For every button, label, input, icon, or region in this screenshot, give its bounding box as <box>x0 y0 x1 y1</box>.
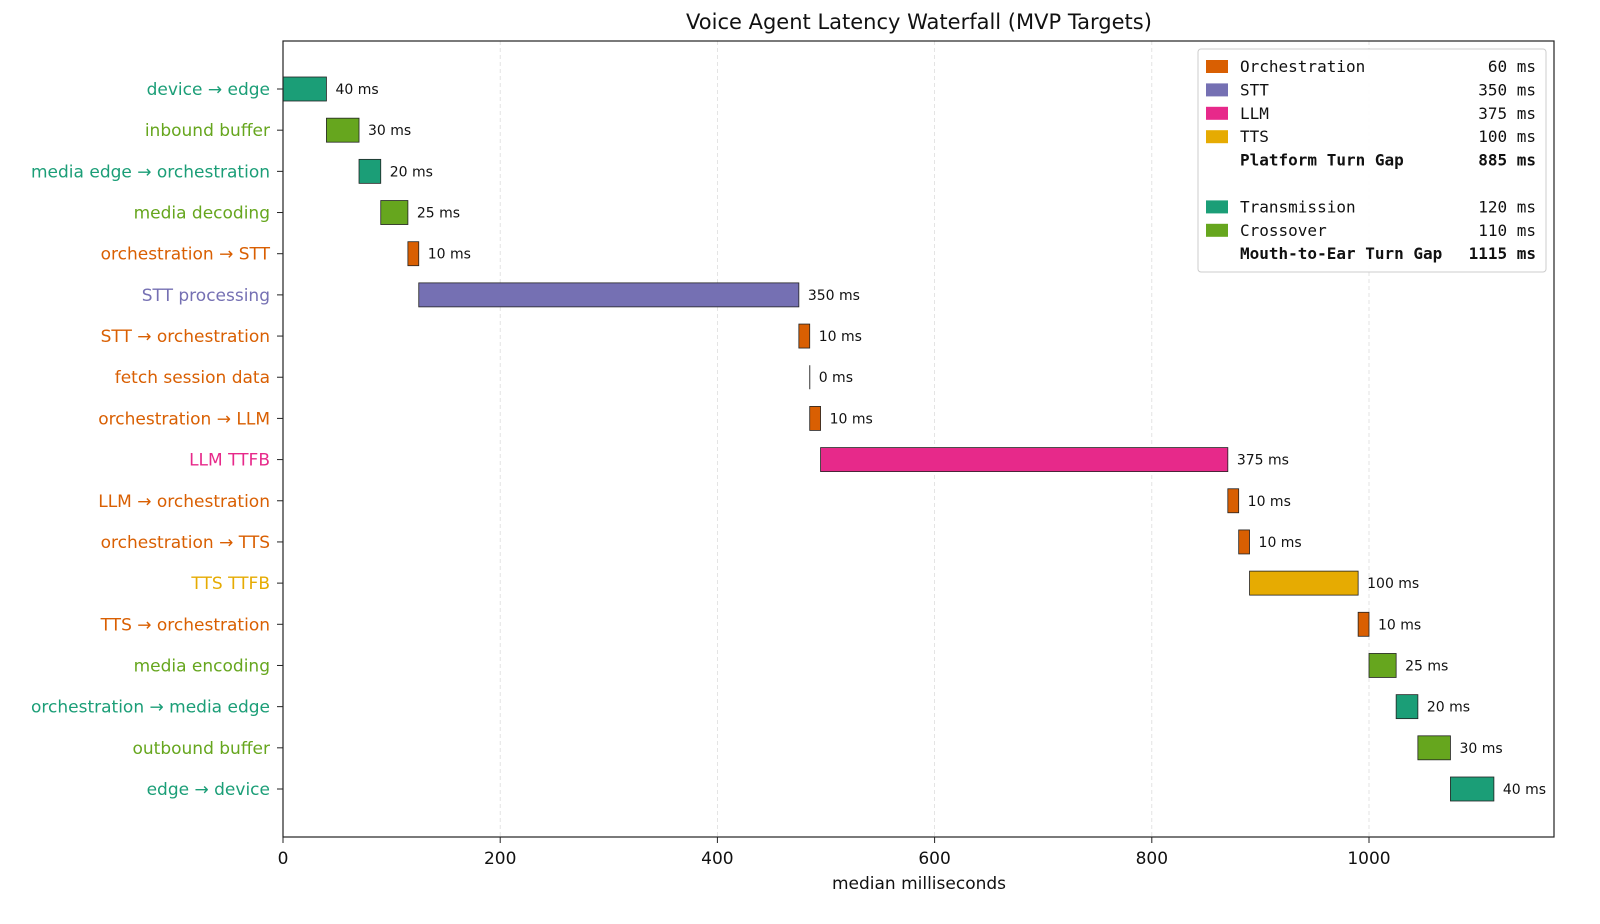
legend-swatch <box>1206 60 1228 73</box>
bar <box>326 117 360 143</box>
legend-value: 60 ms <box>1488 57 1536 76</box>
y-tick-label: TTS → orchestration <box>100 615 270 635</box>
y-tick-label: media encoding <box>134 656 270 676</box>
y-tick-label: LLM TTFB <box>189 451 270 471</box>
data-label: 40 ms <box>1503 782 1546 798</box>
plot-frame <box>282 40 1555 838</box>
y-tick-label: STT processing <box>142 286 270 306</box>
y-tick-label: fetch session data <box>115 368 270 388</box>
bar <box>1357 611 1370 637</box>
x-tick-label: 0 <box>278 849 289 869</box>
bar <box>418 282 800 308</box>
bar <box>358 158 382 184</box>
x-tick-label: 1000 <box>1347 849 1390 869</box>
legend-value: 120 ms <box>1478 197 1536 216</box>
legend-value: 110 ms <box>1478 221 1536 240</box>
legend-label: Platform Turn Gap <box>1240 151 1404 170</box>
legend-swatch <box>1206 223 1228 237</box>
bar <box>809 406 821 431</box>
y-tick-label: orchestration → STT <box>101 245 271 265</box>
data-label: 20 ms <box>1427 700 1470 716</box>
data-label: 350 ms <box>808 288 860 304</box>
x-tick-label: 800 <box>1136 849 1168 869</box>
legend-swatch <box>1206 130 1228 144</box>
y-tick-label: TTS TTFB <box>190 574 270 594</box>
data-label: 25 ms <box>417 206 460 222</box>
bar <box>1227 488 1240 514</box>
y-tick-label: orchestration → LLM <box>98 409 270 429</box>
bar <box>1368 653 1397 678</box>
legend-swatch <box>1206 83 1228 97</box>
legend-value: 100 ms <box>1478 127 1536 146</box>
y-tick-label: orchestration → media edge <box>31 698 270 718</box>
data-label: 30 ms <box>368 123 411 139</box>
legend-label: Crossover <box>1240 221 1327 240</box>
y-tick-labels: device → edge inbound buffer media edge → … <box>31 80 283 800</box>
bars: 40 ms 30 ms 20 ms 25 ms 10 ms 350 ms 10 ms 0 ms… <box>282 76 1546 802</box>
x-ticks: 0 200 400 600 800 1000 <box>278 837 1391 869</box>
legend-label: Transmission <box>1240 197 1356 216</box>
x-tick-label: 600 <box>918 849 950 869</box>
data-label: 10 ms <box>1259 535 1302 551</box>
legend: Orchestration 60 ms STT 350 ms LLM 375 ms TTS 1… <box>1197 48 1547 273</box>
data-label: 10 ms <box>830 411 873 427</box>
legend-box <box>1197 48 1547 273</box>
bar <box>1249 570 1359 596</box>
y-tick-label: orchestration → TTS <box>101 533 270 553</box>
y-tick-label: LLM → orchestration <box>98 492 270 512</box>
bar <box>1395 694 1419 720</box>
bar <box>1417 735 1451 761</box>
legend-label: LLM <box>1240 104 1269 123</box>
legend-label: TTS <box>1240 127 1269 146</box>
chart-title: Voice Agent Latency Waterfall (MVP Targe… <box>686 10 1152 34</box>
legend-label: Mouth-to-Ear Turn Gap <box>1240 244 1442 263</box>
legend-value: 1115 ms <box>1469 244 1536 263</box>
data-label: 40 ms <box>335 82 378 98</box>
y-tick-label: edge → device <box>147 780 270 800</box>
legend-swatch <box>1206 200 1228 214</box>
bar <box>798 323 811 349</box>
data-label: 30 ms <box>1459 741 1502 757</box>
bar <box>407 241 420 267</box>
bar <box>1238 529 1250 555</box>
y-tick-label: inbound buffer <box>145 121 270 141</box>
bar <box>820 447 1229 472</box>
data-label: 10 ms <box>1378 617 1421 633</box>
data-label: 10 ms <box>428 247 471 263</box>
bar <box>1450 776 1495 802</box>
legend-value: 375 ms <box>1478 104 1536 123</box>
data-label: 0 ms <box>819 370 853 386</box>
y-tick-label: outbound buffer <box>132 739 270 759</box>
y-tick-label: STT → orchestration <box>101 327 270 347</box>
bar <box>282 76 327 102</box>
data-label: 100 ms <box>1367 576 1419 592</box>
bar <box>380 200 409 225</box>
y-tick-label: device → edge <box>147 80 270 100</box>
y-tick-label: media edge → orchestration <box>31 162 270 182</box>
y-tick-label: media decoding <box>134 204 270 224</box>
legend-label: Orchestration <box>1240 57 1365 76</box>
x-tick-label: 400 <box>701 849 733 869</box>
data-label: 25 ms <box>1405 658 1448 674</box>
legend-label: STT <box>1240 80 1269 99</box>
data-label: 375 ms <box>1237 453 1289 469</box>
legend-value: 885 ms <box>1478 151 1536 170</box>
data-label: 10 ms <box>1248 494 1291 510</box>
legend-value: 350 ms <box>1478 80 1536 99</box>
x-axis-label: median milliseconds <box>832 874 1006 894</box>
x-tick-label: 200 <box>484 849 516 869</box>
data-label: 10 ms <box>819 329 862 345</box>
legend-swatch <box>1206 106 1228 120</box>
data-label: 20 ms <box>390 164 433 180</box>
